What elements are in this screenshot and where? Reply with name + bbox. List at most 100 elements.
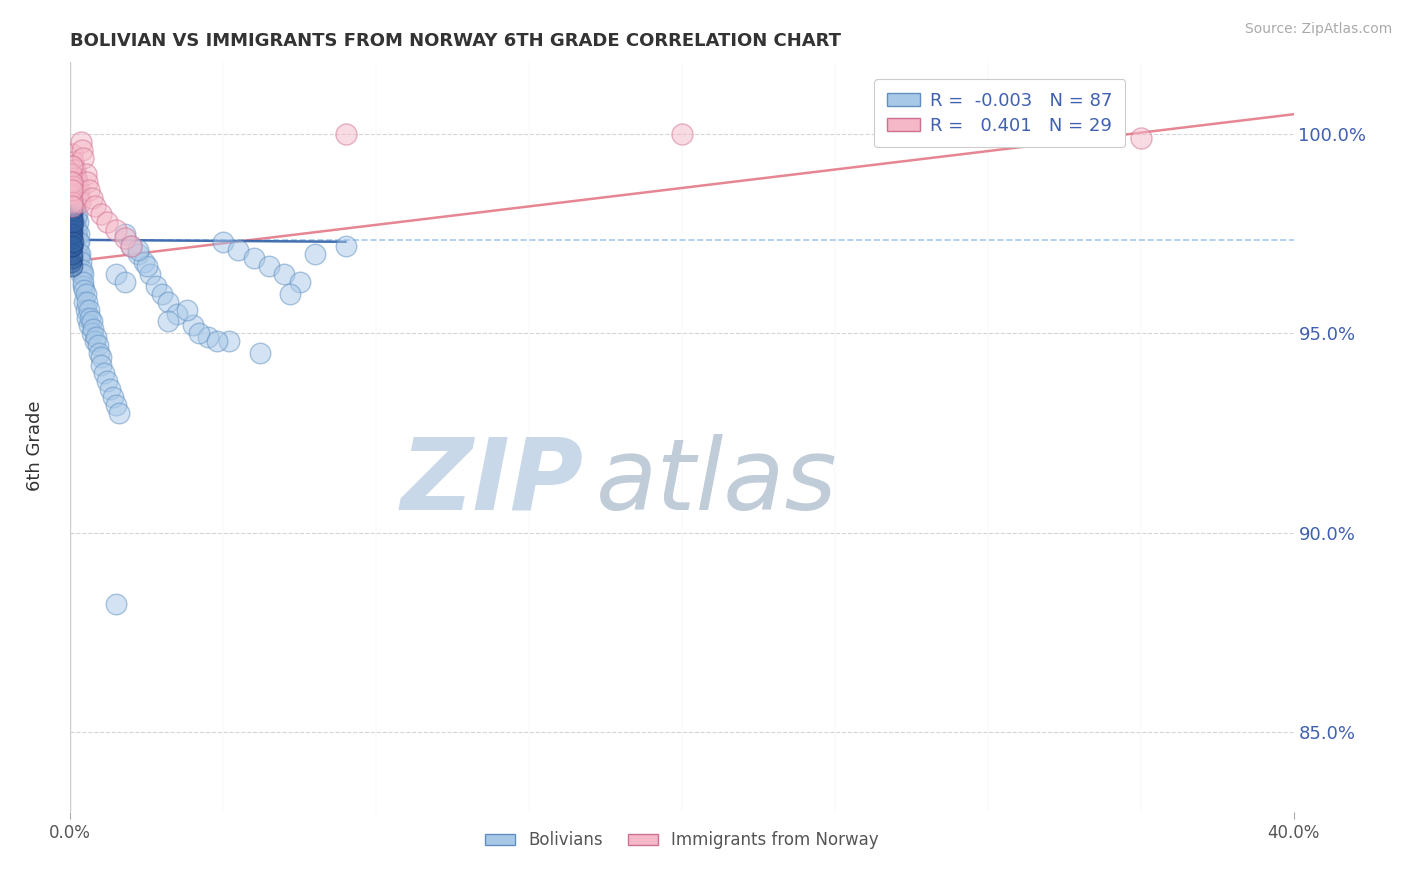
Point: [127, 246, 149, 260]
Point: [76, 310, 98, 325]
Point: [60, 159, 83, 173]
Point: [65, 227, 87, 241]
Point: [87, 338, 110, 352]
Point: [67, 183, 90, 197]
Point: [93, 367, 115, 381]
Point: [96, 215, 118, 229]
Point: [84, 330, 107, 344]
Point: [60, 227, 83, 241]
Point: [139, 267, 162, 281]
Point: [66, 235, 89, 249]
Point: [105, 598, 128, 612]
Point: [212, 235, 235, 249]
Point: [70, 262, 93, 277]
Point: [89, 346, 111, 360]
Point: [63, 163, 86, 178]
Point: [83, 199, 105, 213]
Point: [96, 374, 118, 388]
Point: [60, 207, 83, 221]
Point: [80, 314, 103, 328]
Point: [90, 207, 112, 221]
Point: [70, 143, 93, 157]
Point: [176, 302, 198, 317]
Point: [280, 286, 302, 301]
Point: [62, 191, 84, 205]
Point: [257, 259, 280, 273]
Point: [80, 326, 103, 341]
Point: [79, 310, 101, 325]
Point: [72, 275, 94, 289]
Point: [60, 175, 83, 189]
Point: [62, 167, 84, 181]
Point: [66, 175, 89, 189]
Point: [150, 286, 173, 301]
Point: [69, 251, 91, 265]
Point: [62, 159, 84, 173]
Point: [62, 239, 84, 253]
Point: [69, 194, 91, 209]
Point: [60, 175, 83, 189]
Point: [83, 334, 105, 349]
Point: [335, 127, 357, 141]
Point: [69, 235, 91, 249]
Point: [121, 239, 143, 253]
Point: [181, 318, 204, 333]
Point: [60, 246, 83, 260]
Point: [60, 179, 83, 194]
Point: [127, 243, 149, 257]
Point: [273, 267, 295, 281]
Point: [90, 359, 112, 373]
Point: [60, 239, 83, 253]
Point: [82, 322, 104, 336]
Point: [101, 390, 124, 404]
Point: [135, 259, 157, 273]
Point: [76, 294, 98, 309]
Point: [72, 151, 94, 165]
Point: [105, 398, 128, 412]
Point: [66, 223, 89, 237]
Point: [132, 254, 155, 268]
Text: BOLIVIAN VS IMMIGRANTS FROM NORWAY 6TH GRADE CORRELATION CHART: BOLIVIAN VS IMMIGRANTS FROM NORWAY 6TH G…: [70, 32, 841, 50]
Point: [72, 267, 94, 281]
Point: [60, 215, 83, 229]
Point: [62, 219, 84, 233]
Point: [197, 330, 219, 344]
Point: [243, 251, 266, 265]
Point: [671, 127, 693, 141]
Point: [114, 231, 136, 245]
Point: [65, 171, 87, 186]
Text: atlas: atlas: [596, 434, 838, 531]
Point: [80, 191, 103, 205]
Point: [187, 326, 209, 341]
Point: [90, 351, 112, 365]
Point: [114, 275, 136, 289]
Point: [335, 239, 357, 253]
Point: [63, 175, 86, 189]
Point: [98, 382, 121, 396]
Point: [60, 175, 83, 189]
Point: [218, 334, 240, 349]
Point: [70, 254, 93, 268]
Point: [75, 302, 97, 317]
Point: [62, 202, 84, 217]
Point: [70, 267, 93, 281]
Point: [60, 199, 83, 213]
Point: [60, 223, 83, 237]
Point: [60, 231, 83, 245]
Point: [62, 179, 84, 194]
Point: [77, 302, 100, 317]
Point: [65, 179, 87, 194]
Text: Source: ZipAtlas.com: Source: ZipAtlas.com: [1244, 22, 1392, 37]
Point: [60, 211, 83, 225]
Point: [63, 167, 86, 181]
Point: [60, 259, 83, 273]
Point: [73, 283, 96, 297]
Point: [62, 215, 84, 229]
Point: [60, 251, 83, 265]
Point: [66, 186, 89, 201]
Point: [62, 235, 84, 249]
Point: [59, 227, 82, 241]
Point: [75, 286, 97, 301]
Point: [73, 294, 96, 309]
Point: [60, 199, 83, 213]
